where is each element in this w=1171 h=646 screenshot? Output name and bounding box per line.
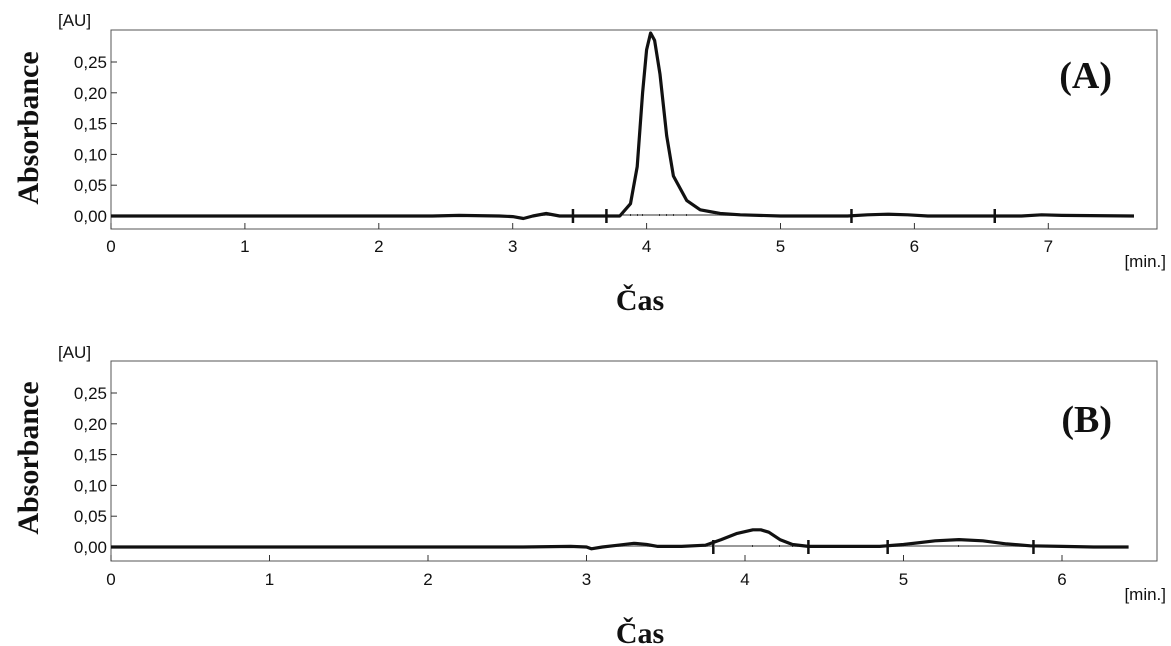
x-tick-label: 1	[265, 570, 274, 589]
x-tick-label: 3	[582, 570, 591, 589]
y-tick-label: 0,05	[74, 507, 107, 526]
y-tick-label: 0,05	[74, 176, 107, 195]
x-tick-label: 7	[1044, 237, 1053, 256]
x-tick-label: 6	[1057, 570, 1066, 589]
x-axis-title: Čas	[616, 284, 664, 317]
plot-frame	[110, 29, 1158, 230]
x-tick-label: 2	[374, 237, 383, 256]
y-tick-label: 0,00	[74, 207, 107, 226]
x-unit-label: [min.]	[1124, 585, 1166, 604]
x-tick-label: 6	[910, 237, 919, 256]
x-axis-title: Čas	[616, 617, 664, 646]
plot-frame	[110, 360, 1158, 562]
series-line	[111, 528, 1129, 551]
x-tick-label: 0	[106, 237, 115, 256]
y-tick-label: 0,15	[74, 446, 107, 465]
y-tick-label: 0,25	[74, 384, 107, 403]
y-tick-label: 0,20	[74, 84, 107, 103]
x-tick-label: 0	[106, 570, 115, 589]
y-tick-label: 0,25	[74, 53, 107, 72]
y-unit-label: [AU]	[58, 11, 91, 30]
x-tick-label: 3	[508, 237, 517, 256]
x-tick-label: 1	[240, 237, 249, 256]
x-tick-label: 4	[740, 570, 749, 589]
y-tick-label: 0,10	[74, 145, 107, 164]
chart-panel-a: 0,00 0,05 0,10 0,15 0,20 0,25 [AU] 0 1 2 3 4 5 6 7 [min…	[12, 11, 1166, 317]
y-tick-label: 0,10	[74, 476, 107, 495]
x-unit-label: [min.]	[1124, 252, 1166, 271]
panel-label: (A)	[1059, 55, 1112, 97]
y-tick-label: 0,15	[74, 115, 107, 134]
y-tick-label: 0,20	[74, 415, 107, 434]
x-tick-label: 4	[642, 237, 651, 256]
y-unit-label: [AU]	[58, 343, 91, 362]
x-tick-label: 5	[899, 570, 908, 589]
series-line	[111, 31, 1135, 221]
y-axis-title: Absorbance	[12, 381, 45, 534]
y-axis-title: Absorbance	[12, 51, 45, 204]
x-tick-label: 5	[776, 237, 785, 256]
chart-panel-b: 0,00 0,05 0,10 0,15 0,20 0,25 [AU] 0 1 2 3 4 5 6 [min.…	[12, 343, 1166, 646]
panel-label: (B)	[1061, 399, 1112, 441]
y-tick-label: 0,00	[74, 538, 107, 557]
x-tick-label: 2	[423, 570, 432, 589]
